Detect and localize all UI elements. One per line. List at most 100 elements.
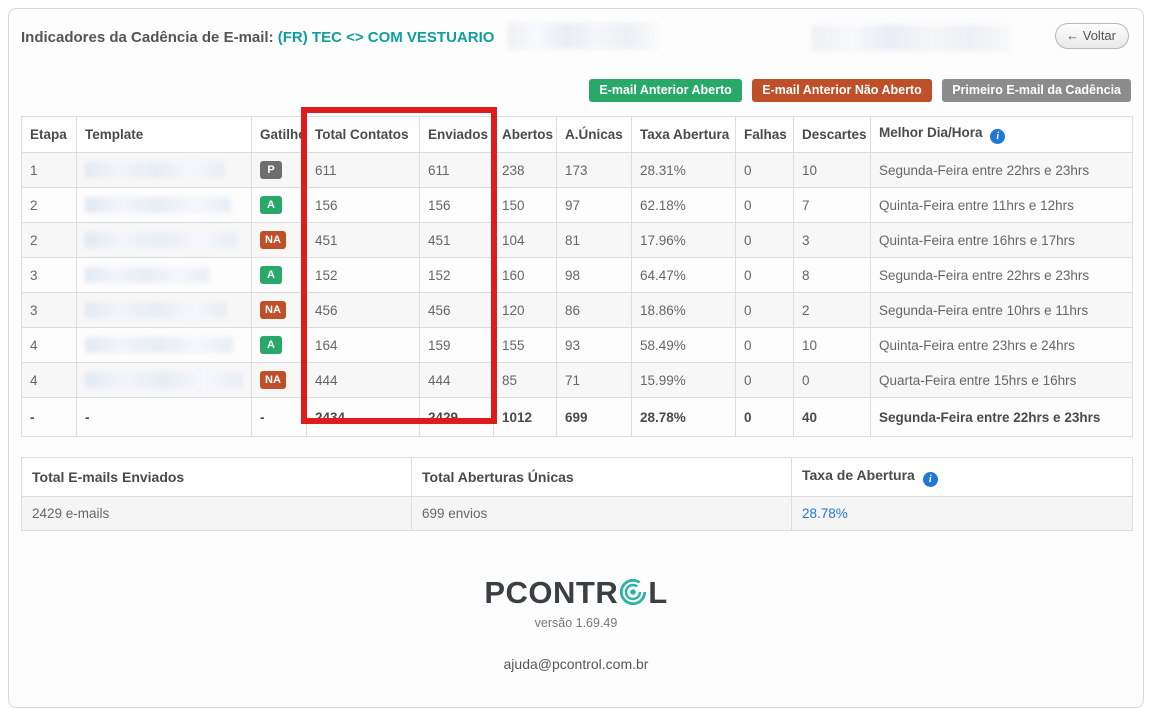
cell-template xyxy=(76,222,252,258)
table-row: 4 NA 444 444 85 71 15.99% 0 0 Quarta-Fei… xyxy=(21,362,1133,398)
pcontrol-logo: PCONTR L xyxy=(21,575,1131,614)
col-total-contatos: Total Contatos xyxy=(306,116,420,153)
info-icon[interactable]: i xyxy=(990,129,1006,144)
redacted-template-name xyxy=(85,302,227,318)
open-rate-link[interactable]: 28.78% xyxy=(802,506,848,521)
cell-etapa: 2 xyxy=(21,222,77,258)
summary-col-enviados: Total E-mails Enviados xyxy=(21,457,412,497)
cell-falhas: 0 xyxy=(735,187,794,223)
trigger-badge: A xyxy=(260,266,282,284)
cell-melhor: Quinta-Feira entre 23hrs e 24hrs xyxy=(870,327,1133,363)
page-header: Indicadores da Cadência de E-mail: (FR) … xyxy=(21,21,1131,55)
totals-row: - - - 2434 2429 1012 699 28.78% 0 40 Seg… xyxy=(21,397,1133,437)
redacted-template-name xyxy=(85,162,225,178)
table-row: 1 P 611 611 238 173 28.31% 0 10 Segunda-… xyxy=(21,152,1133,188)
cell-falhas: 0 xyxy=(735,292,794,328)
cell-enviados: 159 xyxy=(419,327,494,363)
total-taxa: 28.78% xyxy=(631,397,736,437)
cell-a-unicas: 97 xyxy=(556,187,632,223)
cell-enviados: 451 xyxy=(419,222,494,258)
trigger-badge: NA xyxy=(260,231,286,249)
summary-taxa-cell: 28.78% xyxy=(791,496,1133,531)
cell-template xyxy=(76,292,252,328)
cell-descartes: 10 xyxy=(793,327,871,363)
table-row: 3 NA 456 456 120 86 18.86% 0 2 Segunda-F… xyxy=(21,292,1133,328)
col-gatilho: Gatilho xyxy=(251,116,307,153)
cell-total-contatos: 444 xyxy=(306,362,420,398)
cell-gatilho: NA xyxy=(251,362,307,398)
cell-melhor: Quinta-Feira entre 11hrs e 12hrs xyxy=(870,187,1133,223)
cell-a-unicas: 71 xyxy=(556,362,632,398)
cell-descartes: 0 xyxy=(793,362,871,398)
logo-text-right: L xyxy=(648,575,668,610)
cell-etapa: 4 xyxy=(21,327,77,363)
cell-etapa: 4 xyxy=(21,362,77,398)
col-taxa-abertura: Taxa Abertura xyxy=(631,116,736,153)
logo-text-left: PCONTR xyxy=(484,575,619,610)
table-row: 2 NA 451 451 104 81 17.96% 0 3 Quinta-Fe… xyxy=(21,222,1133,258)
cell-etapa: 2 xyxy=(21,187,77,223)
table-row: 2 A 156 156 150 97 62.18% 0 7 Quinta-Fei… xyxy=(21,187,1133,223)
cell-taxa: 64.47% xyxy=(631,257,736,293)
col-falhas: Falhas xyxy=(735,116,794,153)
cell-abertos: 150 xyxy=(493,187,557,223)
cell-gatilho: P xyxy=(251,152,307,188)
version-label: versão 1.69.49 xyxy=(534,616,618,630)
total-etapa: - xyxy=(21,397,77,437)
trigger-badge: NA xyxy=(260,301,286,319)
redacted-campaign-suffix xyxy=(506,23,657,49)
cell-taxa: 18.86% xyxy=(631,292,736,328)
cell-descartes: 7 xyxy=(793,187,871,223)
cell-enviados: 156 xyxy=(419,187,494,223)
cell-falhas: 0 xyxy=(735,327,794,363)
cell-taxa: 58.49% xyxy=(631,327,736,363)
cell-melhor: Segunda-Feira entre 10hrs e 11hrs xyxy=(870,292,1133,328)
cell-total-contatos: 164 xyxy=(306,327,420,363)
summary-col-taxa: Taxa de Abertura i xyxy=(791,457,1133,497)
cell-template xyxy=(76,362,252,398)
col-a-unicas: A.Únicas xyxy=(556,116,632,153)
legend-previous-open: E-mail Anterior Aberto xyxy=(589,79,742,102)
cell-etapa: 3 xyxy=(21,257,77,293)
cell-a-unicas: 81 xyxy=(556,222,632,258)
col-descartes: Descartes xyxy=(793,116,871,153)
total-template: - xyxy=(76,397,252,437)
back-button[interactable]: ← Voltar xyxy=(1055,23,1129,49)
cell-enviados: 444 xyxy=(419,362,494,398)
table-row: 3 A 152 152 160 98 64.47% 0 8 Segunda-Fe… xyxy=(21,257,1133,293)
cell-melhor: Segunda-Feira entre 22hrs e 23hrs xyxy=(870,257,1133,293)
redacted-header-info xyxy=(811,25,1011,51)
cell-template xyxy=(76,327,252,363)
cell-enviados: 611 xyxy=(419,152,494,188)
cell-descartes: 3 xyxy=(793,222,871,258)
table-row: 4 A 164 159 155 93 58.49% 0 10 Quinta-Fe… xyxy=(21,327,1133,363)
cell-template xyxy=(76,257,252,293)
cell-abertos: 120 xyxy=(493,292,557,328)
redacted-template-name xyxy=(85,232,237,248)
cell-a-unicas: 98 xyxy=(556,257,632,293)
table-header-row: Etapa Template Gatilho Total Contatos En… xyxy=(21,116,1133,153)
cell-template xyxy=(76,152,252,188)
cell-falhas: 0 xyxy=(735,222,794,258)
cell-abertos: 104 xyxy=(493,222,557,258)
total-enviados: 2429 xyxy=(419,397,494,437)
trigger-badge: A xyxy=(260,196,282,214)
total-melhor: Segunda-Feira entre 22hrs e 23hrs xyxy=(870,397,1133,437)
cell-melhor: Segunda-Feira entre 22hrs e 23hrs xyxy=(870,152,1133,188)
cell-template xyxy=(76,187,252,223)
cell-taxa: 28.31% xyxy=(631,152,736,188)
cadence-indicators-table: Etapa Template Gatilho Total Contatos En… xyxy=(21,116,1133,437)
info-icon[interactable]: i xyxy=(922,472,938,487)
cell-descartes: 10 xyxy=(793,152,871,188)
cell-taxa: 62.18% xyxy=(631,187,736,223)
cell-a-unicas: 173 xyxy=(556,152,632,188)
total-descartes: 40 xyxy=(793,397,871,437)
support-email-link[interactable]: ajuda@pcontrol.com.br xyxy=(503,656,649,672)
cell-falhas: 0 xyxy=(735,257,794,293)
total-gatilho: - xyxy=(251,397,307,437)
cell-a-unicas: 86 xyxy=(556,292,632,328)
cell-melhor: Quinta-Feira entre 16hrs e 17hrs xyxy=(870,222,1133,258)
cell-falhas: 0 xyxy=(735,152,794,188)
cell-etapa: 3 xyxy=(21,292,77,328)
col-melhor-dia-hora: Melhor Dia/Hora i xyxy=(870,116,1133,153)
